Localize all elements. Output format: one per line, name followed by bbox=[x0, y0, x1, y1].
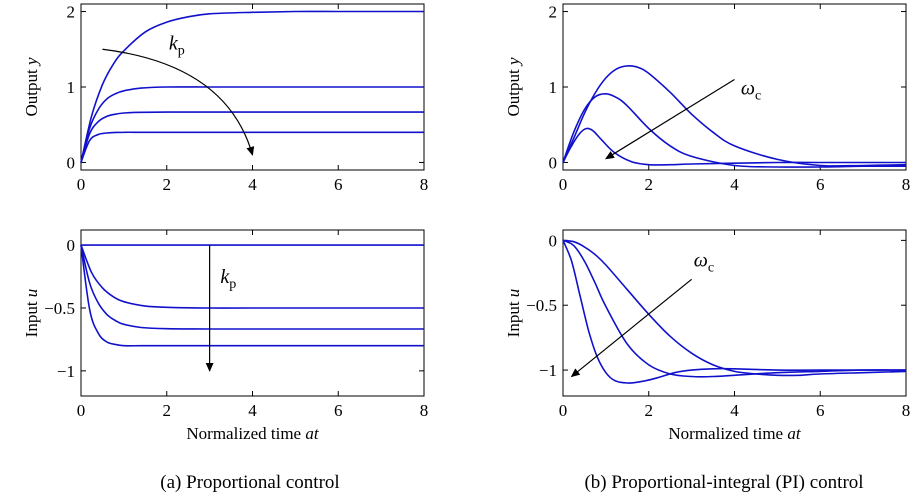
y-tick-label: −1 bbox=[57, 362, 75, 381]
x-tick-label: 6 bbox=[816, 175, 825, 194]
y-axis-label: Output y bbox=[504, 57, 523, 116]
annotation-label: kp bbox=[169, 32, 185, 58]
y-tick-label: 0 bbox=[549, 231, 558, 250]
x-tick-label: 0 bbox=[559, 401, 568, 420]
series-line-1 bbox=[562, 65, 907, 167]
series-line-2 bbox=[562, 239, 907, 378]
series-line-4 bbox=[80, 244, 424, 347]
x-tick-label: 4 bbox=[248, 401, 257, 420]
x-tick-label: 4 bbox=[730, 175, 739, 194]
y-tick-label: 2 bbox=[67, 3, 76, 22]
x-tick-label: 0 bbox=[77, 175, 86, 194]
annotation-label: ωc bbox=[741, 78, 761, 104]
series-line-2 bbox=[80, 244, 424, 309]
series-line-4 bbox=[80, 131, 424, 163]
x-tick-label: 2 bbox=[645, 175, 654, 194]
x-tick-label: 2 bbox=[163, 175, 172, 194]
y-tick-label: −0.5 bbox=[44, 299, 75, 318]
y-tick-label: 0 bbox=[549, 153, 558, 172]
x-tick-label: 4 bbox=[730, 401, 739, 420]
y-axis-label: Input u bbox=[22, 289, 41, 338]
x-tick-label: 8 bbox=[420, 175, 429, 194]
series-line-3 bbox=[80, 111, 424, 163]
annotation-label: kp bbox=[220, 266, 236, 292]
x-tick-label: 4 bbox=[248, 175, 257, 194]
y-axis-label: Output y bbox=[22, 57, 41, 116]
x-tick-label: 2 bbox=[645, 401, 654, 420]
series-line-1 bbox=[562, 239, 907, 377]
y-axis-label: Input u bbox=[504, 289, 523, 338]
annotation-arrow bbox=[605, 78, 735, 160]
x-tick-label: 6 bbox=[334, 401, 343, 420]
annotation-label: ωc bbox=[694, 249, 714, 275]
y-tick-label: −0.5 bbox=[526, 296, 557, 315]
chart-p-input: 0 2 4 6 8 0 −0.5 −1 Input u Normalized time at kp bbox=[22, 229, 429, 443]
x-tick-label: 0 bbox=[559, 175, 568, 194]
annotation-arrow bbox=[570, 278, 693, 378]
y-tick-label: 1 bbox=[67, 78, 76, 97]
caption-left: (a) Proportional control bbox=[160, 472, 339, 493]
y-tick-label: 0 bbox=[67, 153, 76, 172]
chart-pi-output: 0 2 4 6 8 0 1 2 Output y ωc bbox=[504, 3, 910, 194]
y-tick-label: −1 bbox=[539, 361, 557, 380]
annotation-arrow bbox=[102, 48, 255, 156]
series-line-3 bbox=[562, 240, 906, 384]
x-tick-label: 6 bbox=[816, 401, 825, 420]
series-line-1 bbox=[80, 10, 424, 163]
x-axis-label: Normalized time at bbox=[186, 424, 319, 443]
x-tick-label: 8 bbox=[902, 401, 911, 420]
chart-p-output: 0 2 4 6 8 0 1 2 Output y kp bbox=[22, 3, 428, 194]
x-tick-label: 2 bbox=[163, 401, 172, 420]
x-tick-label: 8 bbox=[902, 175, 911, 194]
x-tick-label: 6 bbox=[334, 175, 343, 194]
caption-right: (b) Proportional-integral (PI) control bbox=[584, 472, 863, 493]
plots: 0 2 4 6 8 0 1 2 Output y kp 0 2 4 6 8 0 −0.5 −1 Input u Nor… bbox=[22, 3, 910, 443]
x-tick-label: 8 bbox=[420, 401, 429, 420]
y-tick-label: 0 bbox=[67, 236, 76, 255]
y-tick-label: 2 bbox=[549, 3, 558, 22]
series-line-3 bbox=[562, 127, 906, 166]
x-tick-label: 0 bbox=[77, 401, 86, 420]
series-line-2 bbox=[80, 86, 424, 163]
y-tick-label: 1 bbox=[549, 78, 558, 97]
series-line-3 bbox=[80, 244, 424, 330]
chart-pi-input: 0 2 4 6 8 0 −0.5 −1 Input u Normalized time at ωc bbox=[504, 229, 911, 443]
axes-frame bbox=[80, 229, 425, 397]
series-line-2 bbox=[562, 92, 907, 168]
x-axis-label: Normalized time at bbox=[668, 424, 801, 443]
